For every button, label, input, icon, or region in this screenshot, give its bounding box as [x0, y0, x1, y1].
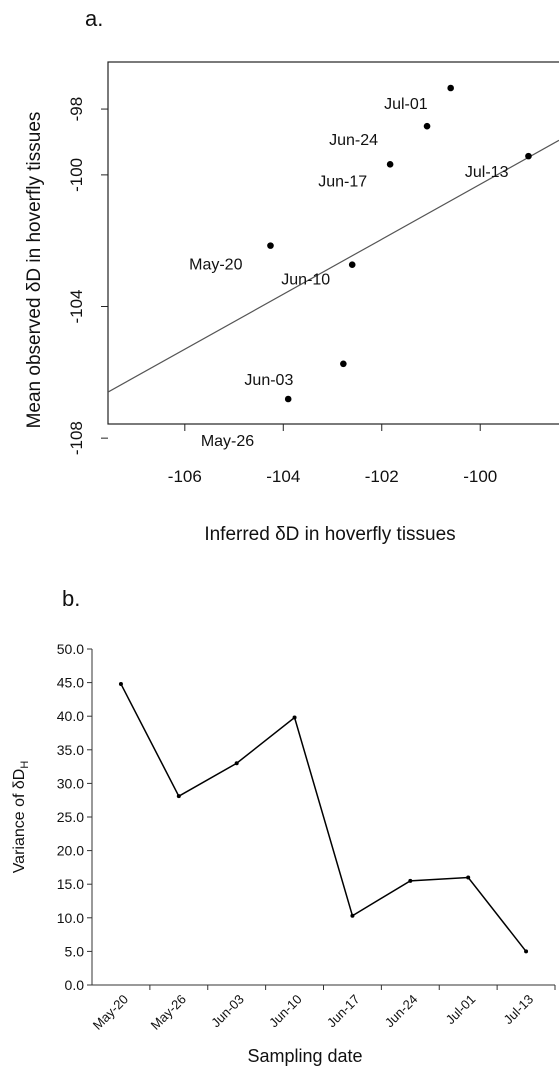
- x-tick-label: Jun-17: [324, 992, 363, 1031]
- point-label: Jun-10: [281, 272, 330, 289]
- x-tick-label: Jul-13: [501, 992, 537, 1028]
- data-point: [524, 949, 529, 954]
- y-axis-label: Mean observed δD in hoverfly tissues: [24, 112, 45, 429]
- x-tick-label: Jul-01: [443, 992, 479, 1028]
- panel-label: b.: [62, 586, 80, 611]
- y-tick-label: -104: [67, 289, 86, 323]
- y-axis-label-main: Variance of δD: [11, 769, 28, 874]
- data-point: [234, 761, 239, 766]
- y-axis-label-sub: H: [19, 761, 31, 769]
- data-point: [408, 878, 413, 883]
- x-tick-label: -100: [463, 467, 497, 486]
- x-tick-label: May-20: [90, 992, 131, 1033]
- fit-line: [108, 139, 559, 393]
- y-tick-label: 40.0: [57, 708, 84, 724]
- x-tick-label: Jun-10: [266, 992, 305, 1031]
- data-point: [466, 875, 471, 880]
- plot-frame: [107, 61, 559, 425]
- point-label: May-20: [189, 257, 242, 274]
- data-point: [267, 242, 274, 249]
- y-tick-label: 0.0: [65, 977, 85, 993]
- y-axis-label: Variance of δDH: [11, 761, 31, 874]
- x-axis-label: Sampling date: [247, 1046, 362, 1066]
- data-point: [386, 161, 394, 168]
- x-axis-label: Inferred δD in hoverfly tissues: [204, 524, 455, 545]
- point-label: May-26: [201, 433, 254, 450]
- point-label: Jun-24: [329, 132, 378, 149]
- data-point: [350, 913, 355, 918]
- data-point: [447, 84, 454, 92]
- data-point: [176, 794, 181, 799]
- y-tick-label: 30.0: [57, 775, 84, 791]
- y-tick-label: 20.0: [57, 843, 84, 859]
- data-point: [340, 360, 347, 368]
- y-tick-label: -100: [67, 158, 86, 192]
- data-point: [423, 122, 431, 130]
- data-point: [118, 681, 123, 686]
- x-tick-label: May-26: [148, 992, 189, 1033]
- x-tick-label: -104: [266, 467, 300, 486]
- x-tick-label: -102: [365, 467, 399, 486]
- data-line: [120, 683, 527, 952]
- y-tick-label: 35.0: [57, 742, 84, 758]
- y-tick-label: 25.0: [57, 809, 84, 825]
- y-tick-label: -108: [67, 421, 86, 455]
- plot-area: [108, 139, 559, 393]
- y-tick-label: 15.0: [57, 876, 84, 892]
- x-tick-label: Jun-24: [382, 992, 421, 1031]
- x-tick-label: Jun-03: [208, 992, 247, 1031]
- data-point: [348, 261, 356, 269]
- y-tick-label: 45.0: [57, 675, 84, 691]
- data-point: [292, 715, 297, 720]
- point-label: Jul-13: [465, 164, 509, 181]
- data-point: [525, 152, 532, 160]
- y-tick-label: -98: [67, 97, 86, 122]
- point-label: Jul-01: [384, 96, 428, 113]
- y-tick-label: 50.0: [57, 641, 84, 657]
- point-label: Jun-03: [244, 372, 293, 389]
- x-tick-label: -106: [168, 467, 202, 486]
- y-tick-label: 5.0: [65, 943, 85, 959]
- data-point: [284, 395, 292, 403]
- point-label: Jun-17: [318, 173, 367, 190]
- y-tick-label: 10.0: [57, 910, 84, 926]
- panel-label: a.: [85, 6, 103, 31]
